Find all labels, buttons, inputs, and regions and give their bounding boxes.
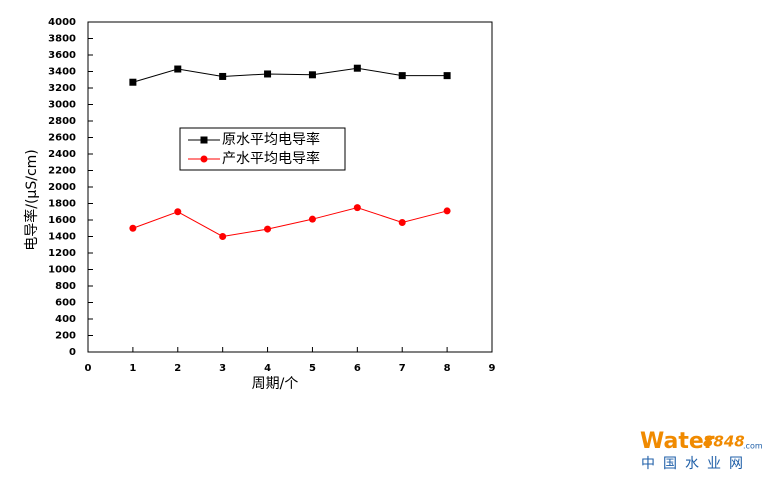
y-tick-label: 1000	[48, 265, 76, 276]
y-tick-label: 200	[55, 331, 76, 342]
y-tick-label: 3800	[48, 34, 76, 45]
x-tick-label: 1	[129, 363, 136, 374]
marker	[129, 224, 137, 232]
marker	[308, 71, 316, 79]
y-tick-label: 3000	[48, 100, 76, 111]
y-tick-label: 800	[55, 281, 76, 292]
x-tick-label: 0	[85, 363, 92, 374]
y-tick-label: 3200	[48, 83, 76, 94]
x-tick-label: 3	[219, 363, 226, 374]
watermark: Water 8848 .com 中国水业网	[640, 429, 763, 472]
y-tick-label: 600	[55, 298, 76, 309]
y-tick-label: 1800	[48, 199, 76, 210]
watermark-brand: Water	[640, 429, 715, 454]
y-tick-label: 0	[69, 347, 76, 358]
marker	[174, 65, 182, 73]
y-tick-label: 2200	[48, 166, 76, 177]
marker	[353, 64, 361, 72]
legend	[179, 127, 346, 171]
legend-marker	[200, 155, 208, 163]
x-tick-label: 9	[489, 363, 496, 374]
marker	[129, 78, 137, 86]
marker	[264, 225, 272, 233]
marker	[219, 72, 227, 80]
y-tick-label: 400	[55, 314, 76, 325]
x-tick-label: 6	[354, 363, 361, 374]
y-axis-label: 电导率/(μS/cm)	[23, 149, 40, 251]
y-tick-label: 2400	[48, 149, 76, 160]
y-tick-label: 2000	[48, 182, 76, 193]
watermark-number: 8848	[703, 433, 745, 451]
legend-label: 产水平均电导率	[222, 150, 320, 167]
x-tick-label: 2	[174, 363, 181, 374]
series-line	[132, 207, 448, 238]
marker	[264, 70, 272, 78]
marker	[219, 233, 227, 240]
y-tick-label: 1400	[48, 232, 76, 243]
marker	[353, 204, 361, 212]
plot-frame	[87, 21, 493, 353]
x-tick-label: 7	[399, 363, 406, 374]
legend-label: 原水平均电导率	[222, 131, 320, 148]
marker	[308, 215, 316, 223]
series-line	[132, 67, 448, 83]
y-tick-label: 4000	[48, 17, 76, 28]
x-axis-label: 周期/个	[252, 376, 299, 392]
marker	[398, 72, 406, 80]
marker	[398, 218, 406, 226]
watermark-site: 中国水业网	[641, 456, 751, 472]
y-tick-label: 3400	[48, 67, 76, 78]
x-tick-label: 4	[264, 363, 271, 374]
y-tick-label: 1200	[48, 248, 76, 259]
y-tick-label: 2800	[48, 116, 76, 127]
marker	[174, 208, 182, 216]
marker	[443, 207, 451, 215]
marker	[443, 72, 451, 80]
y-tick-label: 1600	[48, 215, 76, 226]
y-tick-label: 3600	[48, 50, 76, 61]
x-tick-label: 8	[444, 363, 451, 374]
watermark-domain: .com	[743, 442, 763, 451]
x-tick-label: 5	[309, 363, 316, 374]
legend-marker	[200, 136, 208, 144]
y-tick-label: 2600	[48, 133, 76, 144]
